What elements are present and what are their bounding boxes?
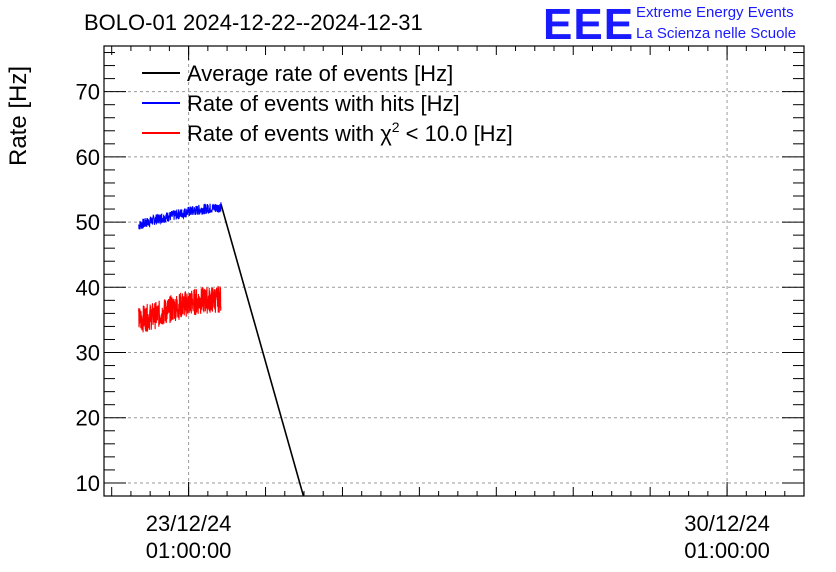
y-tick-label: 10 (76, 471, 100, 496)
y-tick-label: 60 (76, 145, 100, 170)
y-tick-label: 30 (76, 341, 100, 366)
plot-frame (103, 45, 805, 497)
y-tick-label: 70 (76, 80, 100, 105)
legend-label: Rate of events with χ2 < 10.0 [Hz] (187, 119, 513, 146)
y-tick-label: 50 (76, 210, 100, 235)
y-tick-label: 20 (76, 406, 100, 431)
x-tick-label-date: 30/12/24 (684, 511, 770, 536)
x-tick-label-time: 01:00:00 (684, 538, 770, 563)
logo-line-1: Extreme Energy Events (636, 4, 794, 21)
series-line-0 (220, 203, 305, 496)
ticks: 1020304050607023/12/2401:00:0030/12/2401… (76, 46, 805, 563)
logo-line-2: La Scienza nelle Scuole (636, 25, 797, 42)
x-tick-label-date: 23/12/24 (146, 511, 232, 536)
grid (104, 46, 804, 496)
series-line-2 (138, 285, 222, 333)
x-tick-label-time: 01:00:00 (146, 538, 232, 563)
eee-logo: EEE (543, 0, 635, 49)
series-group (138, 202, 305, 496)
legend: Average rate of events [Hz] Rate of event… (142, 61, 513, 146)
series-line-1 (138, 202, 222, 230)
chart-title: BOLO-01 2024-12-22--2024-12-31 (84, 10, 423, 35)
y-tick-label: 40 (76, 275, 100, 300)
legend-label: Average rate of events [Hz] (187, 61, 453, 86)
legend-label: Rate of events with hits [Hz] (187, 91, 460, 116)
